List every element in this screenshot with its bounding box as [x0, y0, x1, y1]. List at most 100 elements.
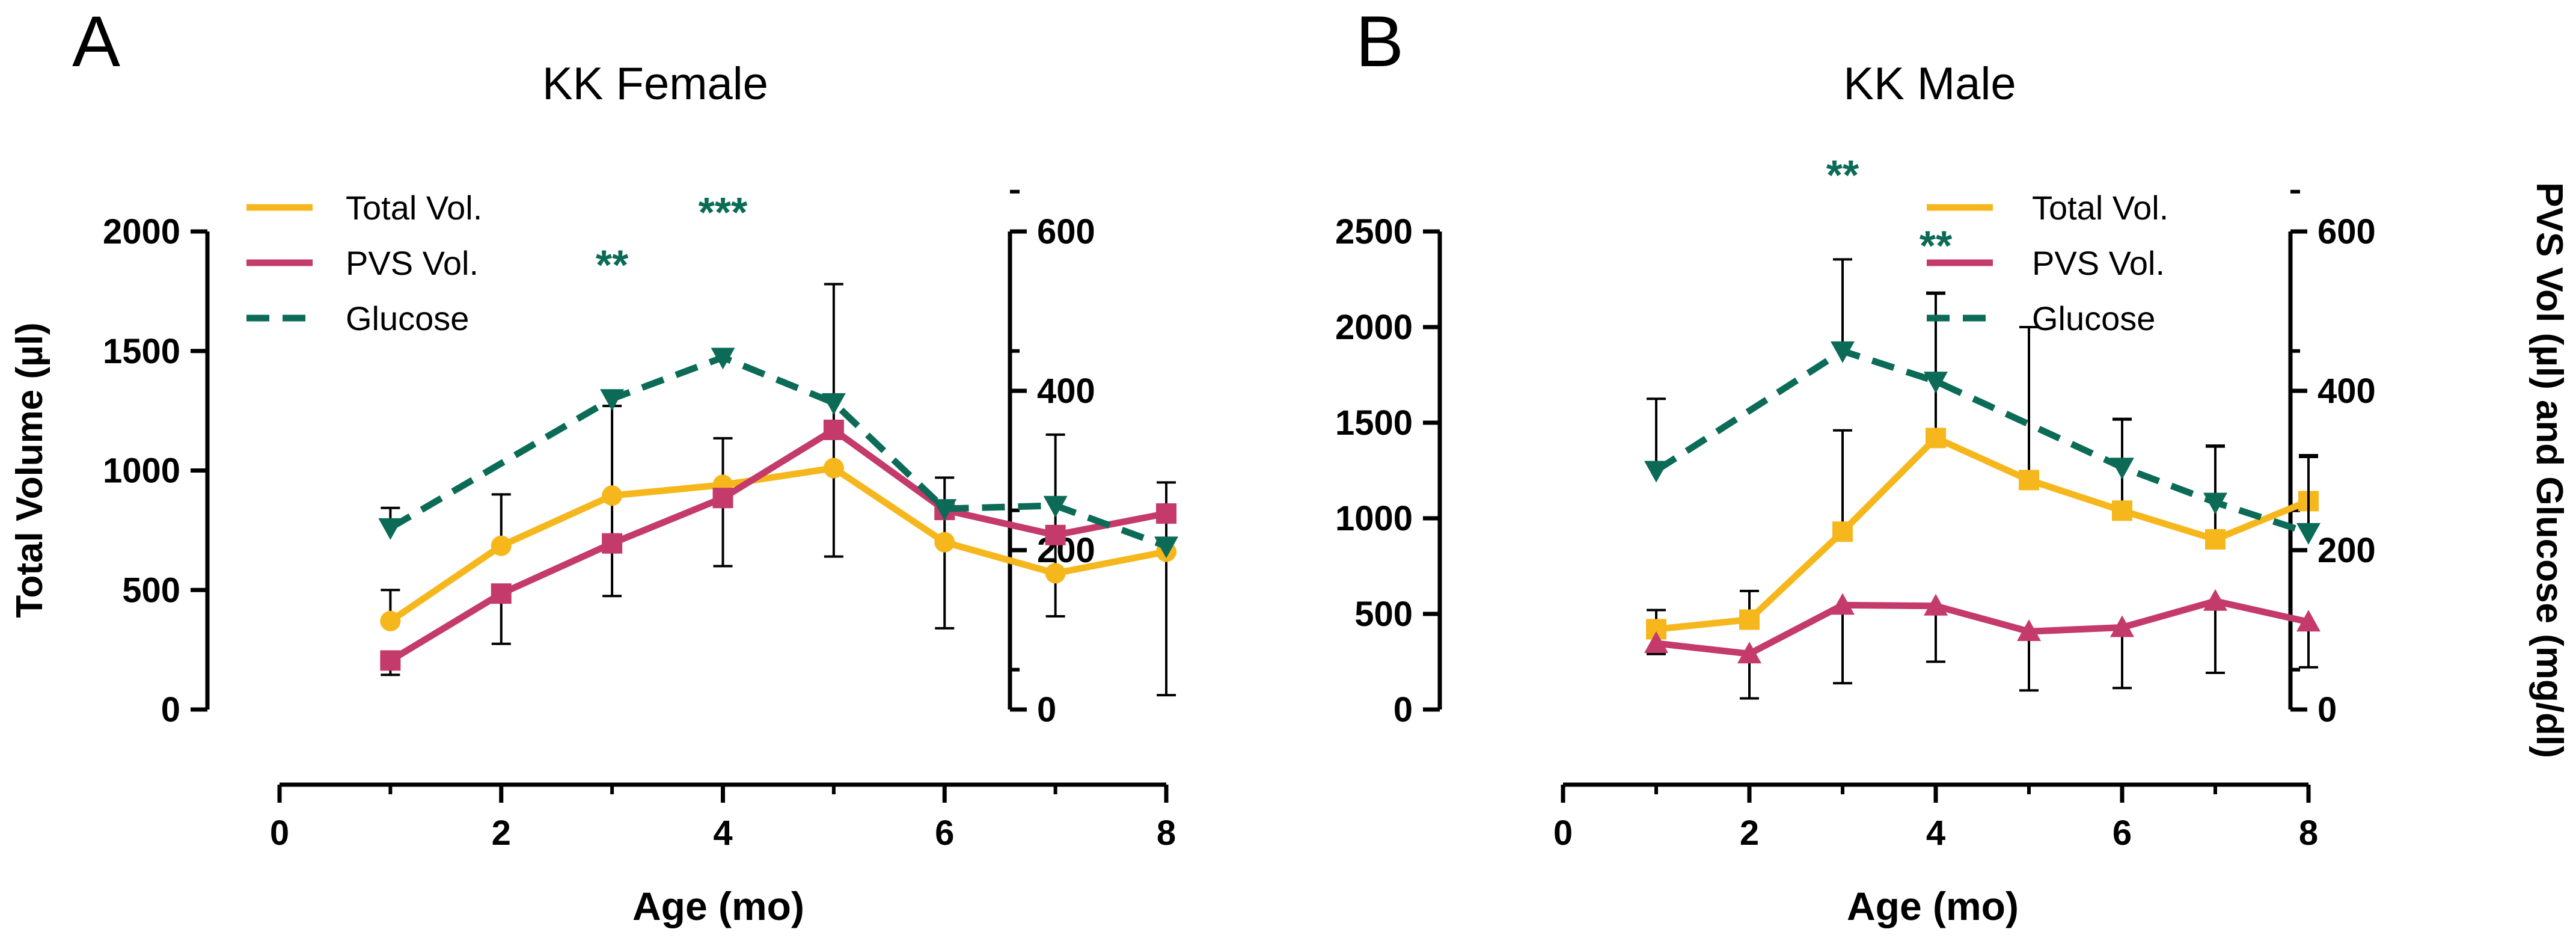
x-tick-label: 6 — [2113, 814, 2132, 853]
data-point — [380, 650, 401, 671]
y-tick-label-right: 0 — [1037, 690, 1056, 729]
y-tick-label-right: 400 — [2317, 372, 2376, 411]
data-point — [2296, 523, 2321, 545]
data-point — [1832, 521, 1853, 542]
data-point — [823, 419, 844, 440]
data-point — [1739, 609, 1760, 630]
data-point — [1644, 631, 1668, 654]
series-line — [1656, 434, 2310, 633]
panel-label: A — [72, 1, 120, 82]
series-total-vol- — [380, 283, 1176, 697]
y-tick-label-right: 200 — [2317, 531, 2376, 570]
data-point — [2017, 619, 2041, 642]
data-point — [2203, 589, 2227, 611]
series-line — [1654, 348, 2310, 536]
data-point — [602, 533, 623, 554]
x-axis-label: Age (mo) — [1847, 884, 2019, 928]
legend: Total Vol. PVS Vol. Glucose — [1927, 189, 2168, 337]
series-pvs-vol- — [1644, 589, 2321, 700]
data-point — [491, 583, 512, 604]
data-point — [1154, 536, 1178, 559]
legend-label: Total Vol. — [2032, 189, 2168, 227]
data-point — [2203, 492, 2227, 515]
data-point — [2110, 458, 2134, 480]
x-tick-label: 8 — [1157, 814, 1176, 853]
chart-title: KK Male — [1843, 58, 2016, 109]
x-tick-label: 0 — [1553, 814, 1573, 853]
legend-label: Total Vol. — [346, 189, 482, 227]
data-point — [378, 518, 403, 540]
legend-label: PVS Vol. — [346, 244, 479, 282]
y-axis-label-right: PVS Vol (µl) and Glucose (mg/dl) — [2529, 182, 2570, 758]
data-point — [2110, 615, 2134, 637]
data-point — [1045, 524, 1066, 545]
data-point — [1045, 563, 1066, 584]
data-point — [1926, 428, 1946, 449]
legend: Total Vol. PVS Vol. Glucose — [246, 189, 482, 337]
data-point — [1737, 642, 1761, 664]
y-tick-label-right: 600 — [2317, 212, 2376, 251]
data-point — [1831, 341, 1855, 363]
x-tick-label: 0 — [270, 814, 289, 853]
x-tick-label: 8 — [2299, 814, 2318, 853]
data-point — [823, 458, 844, 479]
y-tick-label-left: 0 — [1394, 690, 1413, 729]
data-point — [2112, 500, 2132, 521]
series-glucose — [378, 348, 1178, 559]
series-line — [388, 465, 1167, 624]
legend-label: Glucose — [2032, 299, 2155, 337]
data-point — [1924, 372, 1948, 394]
data-point — [2296, 610, 2321, 632]
y-tick-label-left: 1500 — [1335, 403, 1413, 443]
series-pvs-vol- — [380, 419, 1176, 676]
data-point — [1924, 593, 1948, 616]
y-tick-label-left: 0 — [161, 690, 180, 729]
x-tick-label: 6 — [935, 814, 954, 853]
y-tick-label-left: 1000 — [1335, 499, 1413, 538]
data-point — [932, 499, 957, 521]
series-line — [388, 426, 1167, 664]
data-point — [602, 485, 623, 506]
series-glucose — [1644, 258, 2321, 545]
data-point — [1043, 495, 1068, 518]
data-point — [2019, 470, 2039, 491]
data-point — [821, 393, 846, 415]
legend-label: PVS Vol. — [2032, 244, 2165, 282]
y-tick-label-right: 600 — [1037, 212, 1095, 251]
y-tick-label-left: 2000 — [1335, 308, 1413, 347]
y-tick-label-left: 1000 — [103, 452, 180, 491]
y-tick-label-left: 2000 — [103, 212, 180, 251]
significance-annotation: *** — [699, 189, 748, 236]
y-tick-label-left: 500 — [122, 571, 180, 610]
data-point — [1831, 593, 1855, 615]
panel-label: B — [1356, 1, 1404, 82]
data-point — [1156, 503, 1176, 524]
y-tick-label-left: 500 — [1354, 595, 1413, 634]
x-tick-label: 4 — [713, 814, 732, 853]
y-tick-label-left: 1500 — [103, 332, 180, 371]
x-tick-label: 2 — [492, 814, 511, 853]
y-axis-label-left: Total Volume (µl) — [9, 322, 50, 618]
y-tick-label-left: 2500 — [1335, 212, 1413, 251]
data-point — [600, 389, 625, 411]
data-point — [491, 535, 512, 556]
x-tick-label: 2 — [1740, 814, 1759, 853]
x-tick-label: 4 — [1926, 814, 1945, 853]
legend-label: Glucose — [346, 299, 469, 337]
x-axis-label: Age (mo) — [632, 884, 804, 928]
data-point — [380, 610, 401, 631]
significance-annotation: ** — [1826, 152, 1859, 198]
data-point — [934, 532, 955, 553]
series-line — [1656, 598, 2310, 657]
y-tick-label-right: 0 — [2317, 690, 2337, 729]
data-point — [2205, 529, 2226, 550]
y-tick-label-right: 400 — [1037, 372, 1095, 411]
data-point — [712, 488, 733, 509]
data-point — [1644, 461, 1668, 483]
significance-annotation: ** — [596, 242, 629, 289]
data-point — [711, 348, 735, 370]
panel-b: B KK Male 0 500 1000 1500 2000 2500 0 200 400 600 0 2… — [1335, 1, 2570, 928]
chart-title: KK Female — [542, 58, 768, 109]
